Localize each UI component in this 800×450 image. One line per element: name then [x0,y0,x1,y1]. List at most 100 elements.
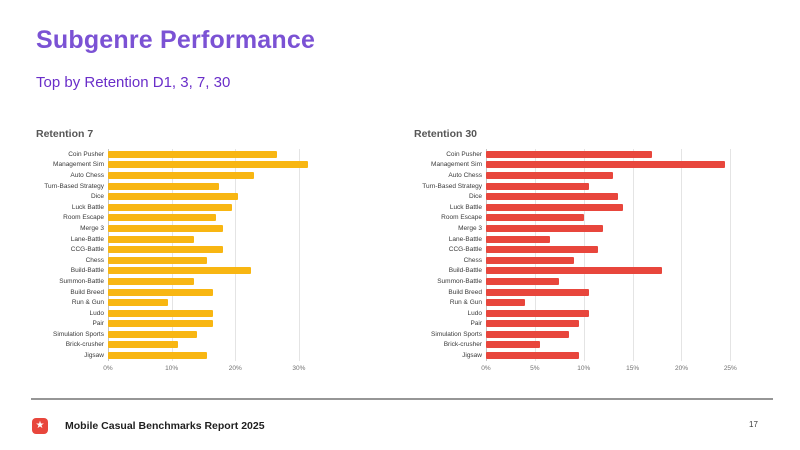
category-label: Chess [85,256,104,264]
category-label: Ludo [467,309,482,317]
category-label: Dice [468,193,482,201]
gridline [632,149,634,361]
category-label: Brick-crusher [65,341,104,349]
category-label: Management Sim [431,161,482,169]
category-label: Chess [463,256,482,264]
category-label: Room Escape [441,214,482,222]
bar [108,224,223,232]
bar [486,161,726,169]
bar [108,288,213,296]
category-labels: Coin Pusher Management Sim Auto Chess Turn-… [414,149,486,361]
footer-report-title: Mobile Casual Benchmarks Report 2025 [65,420,265,432]
gridline [235,149,237,361]
category-label: Jigsaw [462,352,482,360]
bar [108,341,178,349]
bar [486,299,526,307]
page-number: 17 [749,420,758,429]
category-label: Summon-Battle [59,277,104,285]
bar [108,161,309,169]
bar [108,150,277,158]
bar [108,203,233,211]
category-label: Build Breed [70,288,104,296]
chart-body: Coin Pusher Management Sim Auto Chess Turn-… [36,149,318,361]
x-tick-label: 25% [723,365,737,372]
bar [486,277,560,285]
category-label: Simulation Sports [431,330,482,338]
category-label: Coin Pusher [68,150,104,158]
bar [108,267,252,275]
category-label: CCG-Battle [448,246,482,254]
plot-area [108,149,318,361]
x-tick-label: 10% [165,365,179,372]
category-label: Pair [92,320,104,328]
bar [108,214,217,222]
category-label: Management Sim [53,161,104,169]
x-tick-label: 15% [626,365,640,372]
bar [486,203,623,211]
bar [108,352,207,360]
bar [486,352,579,360]
chart-body: Coin Pusher Management Sim Auto Chess Turn-… [414,149,745,361]
x-axis-ticks: 0% 10% 20% 30% [103,365,318,377]
bar [108,320,213,328]
x-tick-label: 10% [577,365,591,372]
bar [108,246,223,254]
category-label: Dice [90,193,104,201]
star-icon: ★ [35,420,45,431]
category-label: Turn-Based Strategy [44,182,104,190]
page-subtitle: Top by Retention D1, 3, 7, 30 [36,74,231,91]
category-label: Turn-Based Strategy [422,182,482,190]
bar [108,171,255,179]
category-label: Luck Battle [449,203,482,211]
bar [486,330,570,338]
bar [486,171,614,179]
bar [486,288,589,296]
x-tick-label: 30% [292,365,306,372]
category-label: Auto Chess [448,171,482,179]
bars [486,149,745,361]
bar [486,182,589,190]
gridline [298,149,300,361]
category-label: Brick-crusher [443,341,482,349]
bar [486,267,662,275]
gridline [730,149,732,361]
category-label: Simulation Sports [53,330,104,338]
category-label: Merge 3 [80,224,104,232]
footer-divider [31,398,773,400]
x-tick-label: 20% [228,365,242,372]
gridline [171,149,173,361]
category-label: Jigsaw [84,352,104,360]
page-title: Subgenre Performance [36,26,316,54]
chart-title-retention-7: Retention 7 [36,128,94,140]
category-label: Auto Chess [70,171,104,179]
bars [108,149,318,361]
category-label: Run & Gun [71,299,104,307]
category-label: Build-Battle [448,267,482,275]
category-label: Coin Pusher [446,150,482,158]
x-tick-label: 5% [530,365,540,372]
category-labels: Coin Pusher Management Sim Auto Chess Turn-… [36,149,108,361]
plot-area [486,149,745,361]
category-label: CCG-Battle [70,246,104,254]
bar [108,182,220,190]
footer-logo: ★ [32,418,48,434]
category-label: Run & Gun [449,299,482,307]
retention-7-chart: Retention 7 Coin Pusher Management Sim Aut… [36,128,318,377]
bar [108,309,213,317]
bar [108,193,239,201]
x-axis-ticks: 0% 5% 10% 15% 20% 25% [481,365,745,377]
category-label: Luck Battle [71,203,104,211]
category-label: Ludo [89,309,104,317]
bar [486,224,604,232]
bar [486,235,550,243]
bar [108,330,198,338]
category-label: Pair [470,320,482,328]
category-label: Lane-Battle [448,235,482,243]
category-label: Lane-Battle [70,235,104,243]
gridline [534,149,536,361]
retention-30-chart: Retention 30 Coin Pusher Management Sim Au… [414,128,745,377]
category-label: Build Breed [448,288,482,296]
bar [486,246,599,254]
x-tick-label: 0% [481,365,491,372]
bar [486,214,584,222]
